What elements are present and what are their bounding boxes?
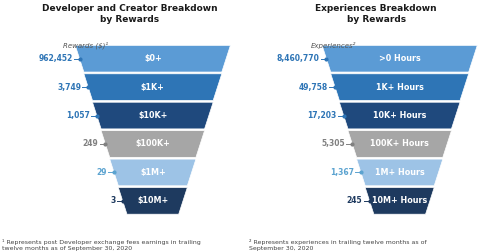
Text: >0 Hours: >0 Hours [379, 54, 421, 63]
Text: ¹ Represents post Developer exchange fees earnings in trailing
twelve months as : ¹ Represents post Developer exchange fee… [2, 239, 201, 251]
Text: $1K+: $1K+ [141, 83, 165, 92]
Text: Rewards ($)¹: Rewards ($)¹ [64, 42, 108, 49]
Text: $100K+: $100K+ [135, 140, 170, 148]
Text: Developer and Creator Breakdown
by Rewards: Developer and Creator Breakdown by Rewar… [41, 4, 217, 24]
Text: 49,758: 49,758 [299, 83, 328, 92]
Text: $10M+: $10M+ [137, 196, 168, 205]
Text: $1M+: $1M+ [140, 168, 166, 177]
Text: Experiences Breakdown
by Rewards: Experiences Breakdown by Rewards [315, 4, 437, 24]
Text: 1M+ Hours: 1M+ Hours [375, 168, 425, 177]
Polygon shape [365, 187, 434, 214]
Polygon shape [101, 131, 204, 157]
Polygon shape [75, 45, 230, 72]
Text: 8,460,770: 8,460,770 [277, 54, 320, 63]
Polygon shape [357, 159, 443, 186]
Text: 249: 249 [82, 140, 98, 148]
Polygon shape [84, 74, 222, 101]
Text: 1K+ Hours: 1K+ Hours [376, 83, 424, 92]
Polygon shape [119, 187, 187, 214]
Text: ² Represents experiences in trailing twelve months as of
September 30, 2020: ² Represents experiences in trailing twe… [249, 239, 427, 251]
Text: 962,452: 962,452 [38, 54, 72, 63]
Text: 29: 29 [96, 168, 107, 177]
Text: 3: 3 [110, 196, 116, 205]
Text: 3,749: 3,749 [57, 83, 81, 92]
Text: 1,367: 1,367 [330, 168, 354, 177]
Text: 100K+ Hours: 100K+ Hours [370, 140, 429, 148]
Text: 245: 245 [347, 196, 362, 205]
Polygon shape [322, 45, 477, 72]
Text: 10K+ Hours: 10K+ Hours [373, 111, 427, 120]
Text: $0+: $0+ [144, 54, 161, 63]
Polygon shape [331, 74, 469, 101]
Text: 10M+ Hours: 10M+ Hours [372, 196, 428, 205]
Text: $10K+: $10K+ [138, 111, 168, 120]
Polygon shape [93, 102, 213, 129]
Polygon shape [339, 102, 460, 129]
Text: 5,305: 5,305 [321, 140, 345, 148]
Polygon shape [110, 159, 196, 186]
Text: 1,057: 1,057 [66, 111, 90, 120]
Text: Experiences²: Experiences² [310, 42, 356, 49]
Text: 17,203: 17,203 [308, 111, 336, 120]
Polygon shape [348, 131, 452, 157]
